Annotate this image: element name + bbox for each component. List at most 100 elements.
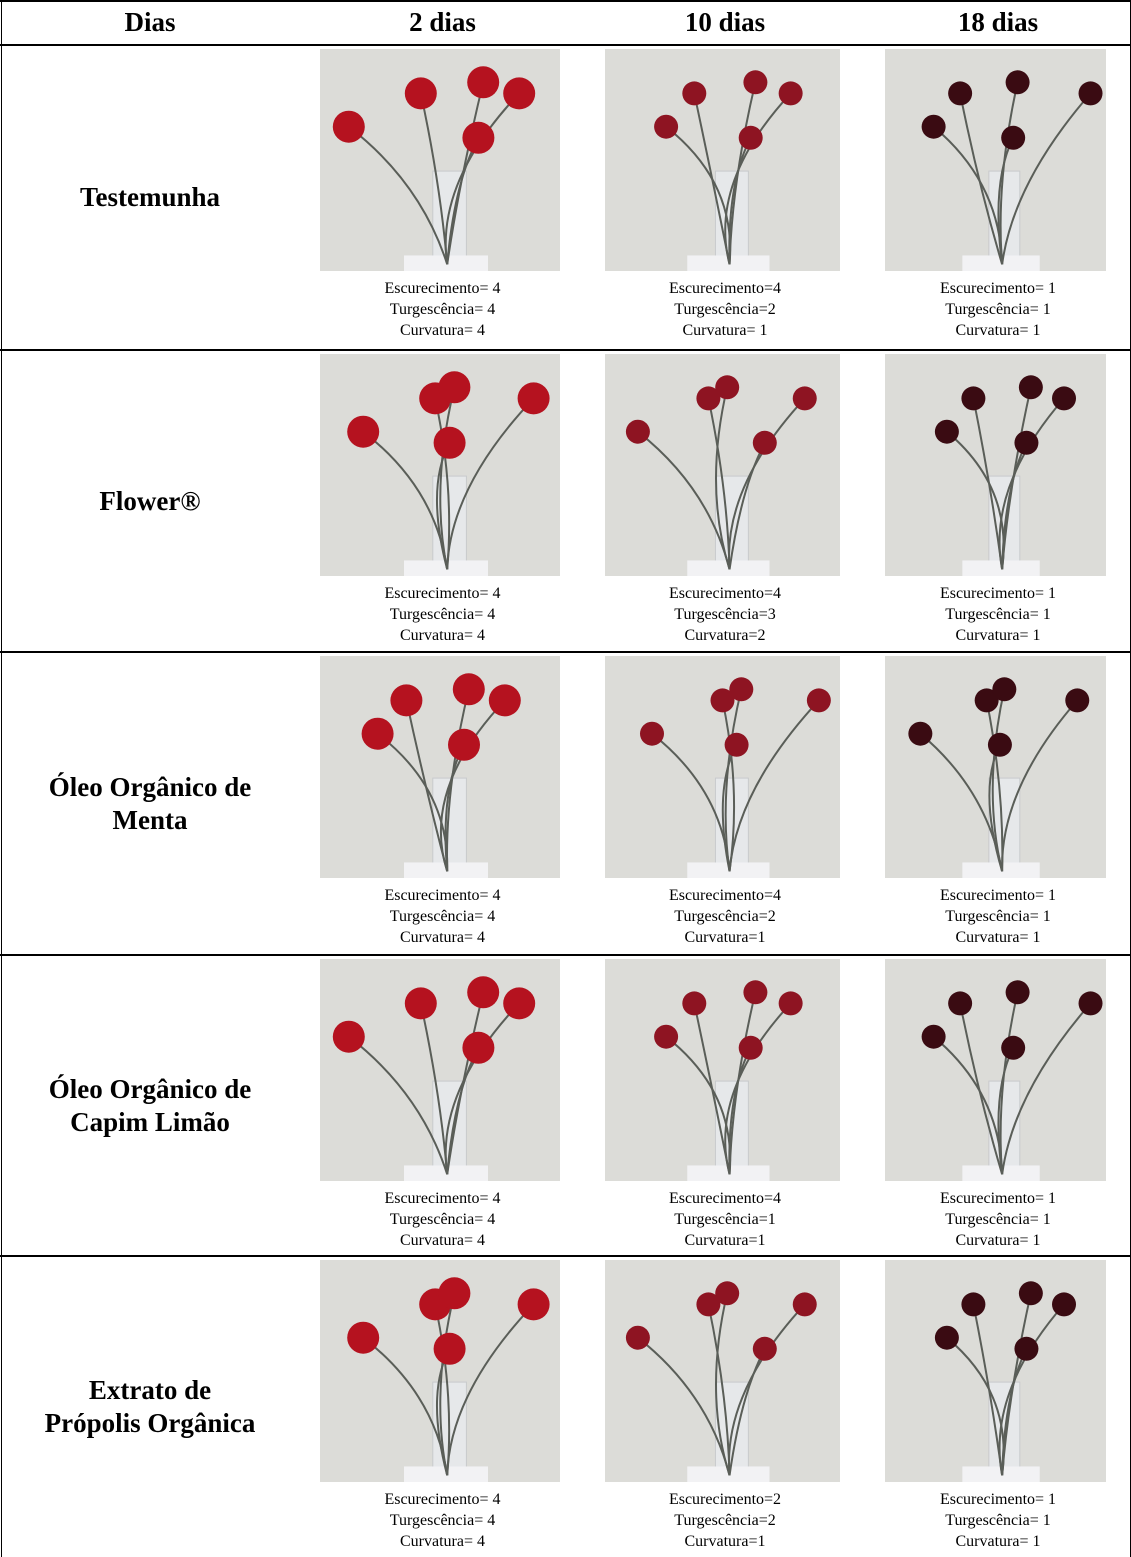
header-cell: 18 dias [957,7,1039,37]
caption: Escurecimento= 1 [939,585,1057,602]
photo-detail [444,1002,520,1175]
caption: Curvatura=1 [684,929,766,946]
photo-detail [998,397,1065,570]
photo-detail [696,386,721,411]
caption: Escurecimento= 4 [384,280,501,297]
photo-detail [992,677,1017,702]
photo [605,1260,840,1482]
caption: Curvatura= 4 [400,1232,485,1249]
photo-detail [1018,1281,1043,1306]
v-rule [1,0,2,1557]
photo-detail [696,1292,721,1317]
photo-detail [961,1292,986,1317]
h-rule [0,1255,1131,1257]
caption: Escurecimento= 4 [384,1190,501,1207]
photo-detail [1014,1336,1039,1361]
caption: Escurecimento= 1 [939,887,1057,904]
photo-detail [503,77,536,110]
photo-detail [467,976,500,1009]
row-label: Testemunha [0,45,300,350]
photo-detail [625,1325,650,1350]
photo [885,354,1106,576]
row-label-line: Extrato de [88,1374,212,1405]
photo-detail [517,1288,550,1321]
photo [320,656,560,878]
photo [320,49,560,271]
caption: Turgescência= 1 [945,908,1051,925]
photo-detail [332,110,365,143]
caption: Curvatura=1 [684,1533,766,1550]
caption: Turgescência= 4 [389,606,496,623]
photo-detail [438,1277,471,1310]
caption: Turgescência=2 [674,908,776,925]
caption: Escurecimento=4 [668,887,782,904]
photo [605,959,840,1181]
photo-detail [961,386,986,411]
photo-detail [921,1024,946,1049]
caption: Turgescência= 1 [945,1512,1051,1529]
caption: Curvatura= 1 [955,1533,1041,1550]
photo-detail [1018,375,1043,400]
photo-detail [987,732,1012,757]
photo [885,49,1106,271]
h-rule [0,349,1131,351]
caption: Escurecimento=4 [668,1190,782,1207]
photo-detail [959,1003,1004,1175]
photo [605,656,840,878]
row-label-line: Menta [112,804,188,835]
caption: Turgescência= 1 [945,1211,1051,1228]
photo [885,1260,1106,1482]
caption: Curvatura= 1 [955,929,1041,946]
photo-detail [1005,70,1030,95]
photo-detail [1052,386,1077,411]
photo-detail [806,688,831,713]
caption: Escurecimento=2 [668,1491,782,1508]
header-cell: Dias [124,7,176,37]
row-label-line: Flower® [99,485,201,516]
row-label: Óleo Orgânico de Capim Limão [0,955,300,1256]
photo [605,354,840,576]
photo-detail [778,81,803,106]
photo-detail [1078,991,1103,1016]
photo-detail [999,992,1019,1175]
header-cell: 10 dias [684,7,766,37]
photo-detail [445,689,470,872]
caption: Curvatura= 1 [955,627,1041,644]
photo-detail [1001,125,1026,150]
photo-detail [503,987,536,1020]
photo [320,959,560,1181]
h-rule [0,0,1131,2]
photo-detail [404,987,437,1020]
photo-detail [1001,699,1079,872]
photo-detail [728,397,806,570]
photo-detail [332,1020,365,1053]
caption: Escurecimento= 1 [939,1190,1057,1207]
photo-detail [715,387,731,570]
photo-detail [452,673,485,706]
caption: Escurecimento= 1 [939,280,1057,297]
photo-detail [934,1325,959,1350]
photo-detail [1052,1292,1077,1317]
photo-detail [792,1292,817,1317]
caption: Turgescência= 4 [389,908,496,925]
photo-detail [390,684,423,717]
caption: Escurecimento= 4 [384,887,501,904]
header-cell: 2 dias [409,7,476,37]
caption: Curvatura= 1 [682,322,768,339]
caption: Escurecimento= 1 [939,1491,1057,1508]
photo-detail [908,721,933,746]
photo-detail [438,371,471,404]
photo [320,354,560,576]
photo-detail [1005,980,1030,1005]
photo [605,49,840,271]
caption: Curvatura= 1 [955,322,1041,339]
caption: Turgescência=2 [674,301,776,318]
photo-detail [439,699,506,872]
photo-detail [348,125,449,265]
photo-detail [462,1031,495,1064]
caption: Turgescência=2 [674,1512,776,1529]
row-label-line: Própolis Orgânica [44,1407,256,1438]
photo-detail [446,1303,535,1476]
caption: Curvatura= 4 [400,627,485,644]
photo-detail [948,81,973,106]
